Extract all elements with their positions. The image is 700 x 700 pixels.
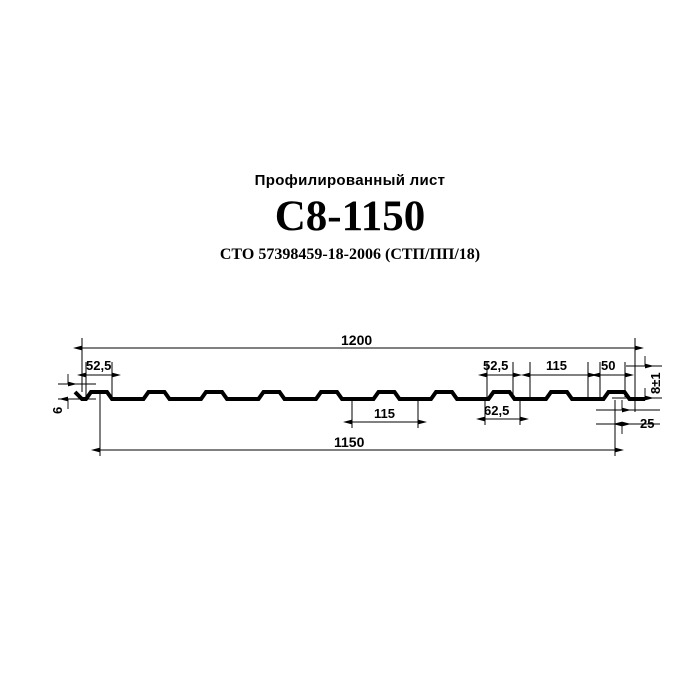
dimension-lines [59, 345, 654, 453]
dimtext-rib-right: 52,5 [483, 358, 509, 373]
dimtext-pitch-top: 115 [546, 358, 567, 373]
dimtext-rib-height: 8±1 [648, 372, 663, 394]
title-block: Профилированный лист С8-1150 СТО 5739845… [0, 172, 700, 265]
dimtext-valley-width: 62,5 [484, 403, 510, 418]
product-standard: СТО 57398459-18-2006 (СТП/ПП/18) [219, 246, 481, 263]
product-model: С8-1150 [274, 193, 426, 240]
product-subtitle: Профилированный лист [254, 172, 446, 189]
dimtext-pitch-bottom: 115 [374, 406, 395, 421]
dimtext-total-width: 1200 [341, 332, 373, 348]
dimtext-edge-flange: 50 [601, 358, 616, 373]
dimtext-overlap-offset: 6 [50, 406, 65, 414]
dimtext-useful-width: 1150 [334, 434, 365, 450]
dimtext-edge-return: 25 [640, 416, 655, 431]
dimtext-rib-left: 52,5 [86, 358, 112, 373]
sheet-profile-path [73, 390, 645, 401]
